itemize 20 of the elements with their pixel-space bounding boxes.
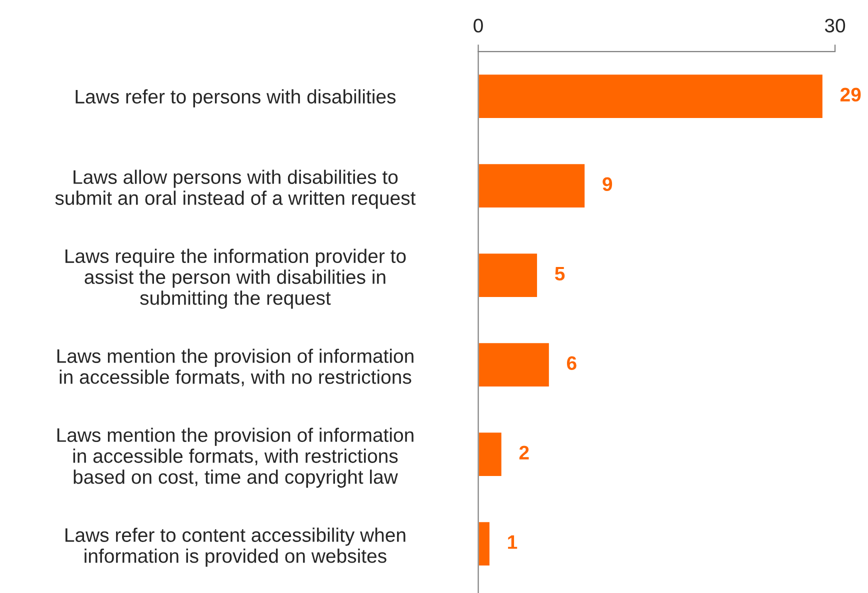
y-tick-label: Laws require the information provider to assist the person with disabilities in submitting the request	[66, 248, 406, 309]
y-tick-label: Laws allow persons with disabilities to submit an oral instead of a written request	[55, 170, 416, 209]
y-tick-label: Laws refer to persons with disabilities	[76, 89, 396, 108]
data-label: 1	[508, 535, 518, 549]
y-tick-label: Laws mention the provision of information in accessible formats, with no restrictions	[57, 348, 414, 386]
y-tick-label: Laws refer to content accessibility when information is provided on websites	[66, 528, 406, 567]
bar	[478, 73, 824, 120]
bar	[478, 162, 586, 209]
bar	[478, 431, 503, 478]
bar	[478, 520, 491, 567]
data-label: 6	[566, 356, 576, 370]
data-label: 2	[519, 446, 529, 460]
x-tick-label: 30	[824, 18, 846, 32]
bar	[478, 342, 550, 388]
data-label: 5	[554, 266, 565, 281]
x-tick-label: 0	[474, 18, 483, 32]
data-label: 29	[840, 88, 861, 102]
y-tick-label: Laws mention the provision of information in accessible formats, with restrictions based on cost, time and copyright law	[57, 428, 414, 488]
bar	[478, 252, 538, 298]
data-label: 9	[602, 177, 612, 192]
